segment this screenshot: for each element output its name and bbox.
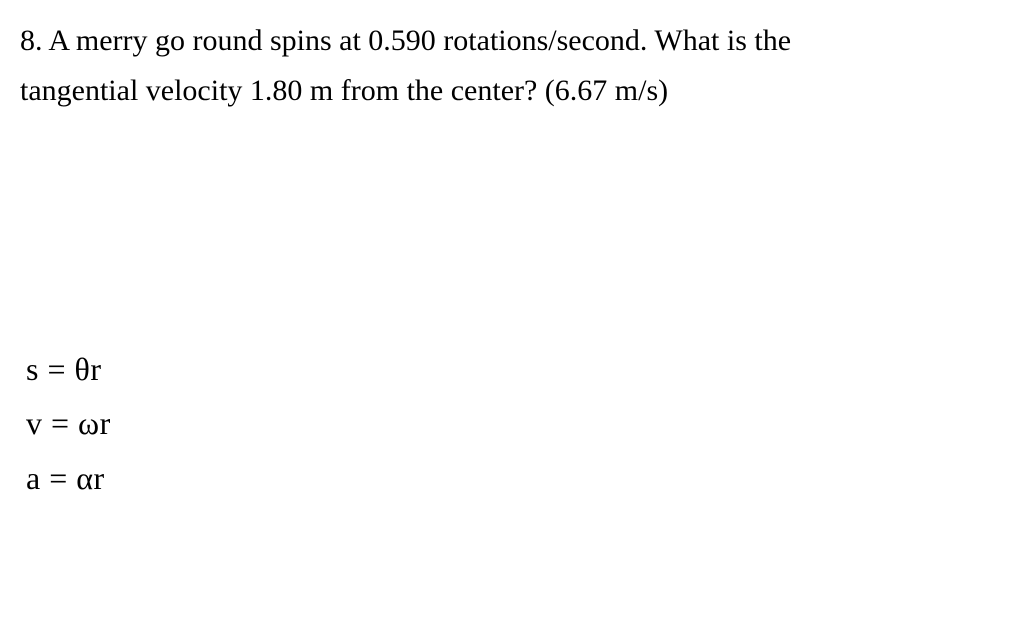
eq3-right: r xyxy=(94,460,105,496)
equations-block: s = θr v = ωr a = αr xyxy=(26,342,111,505)
equation-velocity: v = ωr xyxy=(26,396,111,450)
eq2-symbol: ω xyxy=(78,405,100,441)
problem-line-2: tangential velocity 1.80 m from the cent… xyxy=(20,70,1004,112)
eq2-right: r xyxy=(100,405,111,441)
equation-displacement: s = θr xyxy=(26,342,111,396)
eq1-symbol: θ xyxy=(75,351,91,387)
eq3-left: a = xyxy=(26,460,76,496)
eq2-left: v = xyxy=(26,405,78,441)
eq1-left: s = xyxy=(26,351,75,387)
equation-acceleration: a = αr xyxy=(26,451,111,505)
eq1-right: r xyxy=(90,351,101,387)
problem-line-1: 8. A merry go round spins at 0.590 rotat… xyxy=(20,20,1004,62)
eq3-symbol: α xyxy=(76,460,93,496)
